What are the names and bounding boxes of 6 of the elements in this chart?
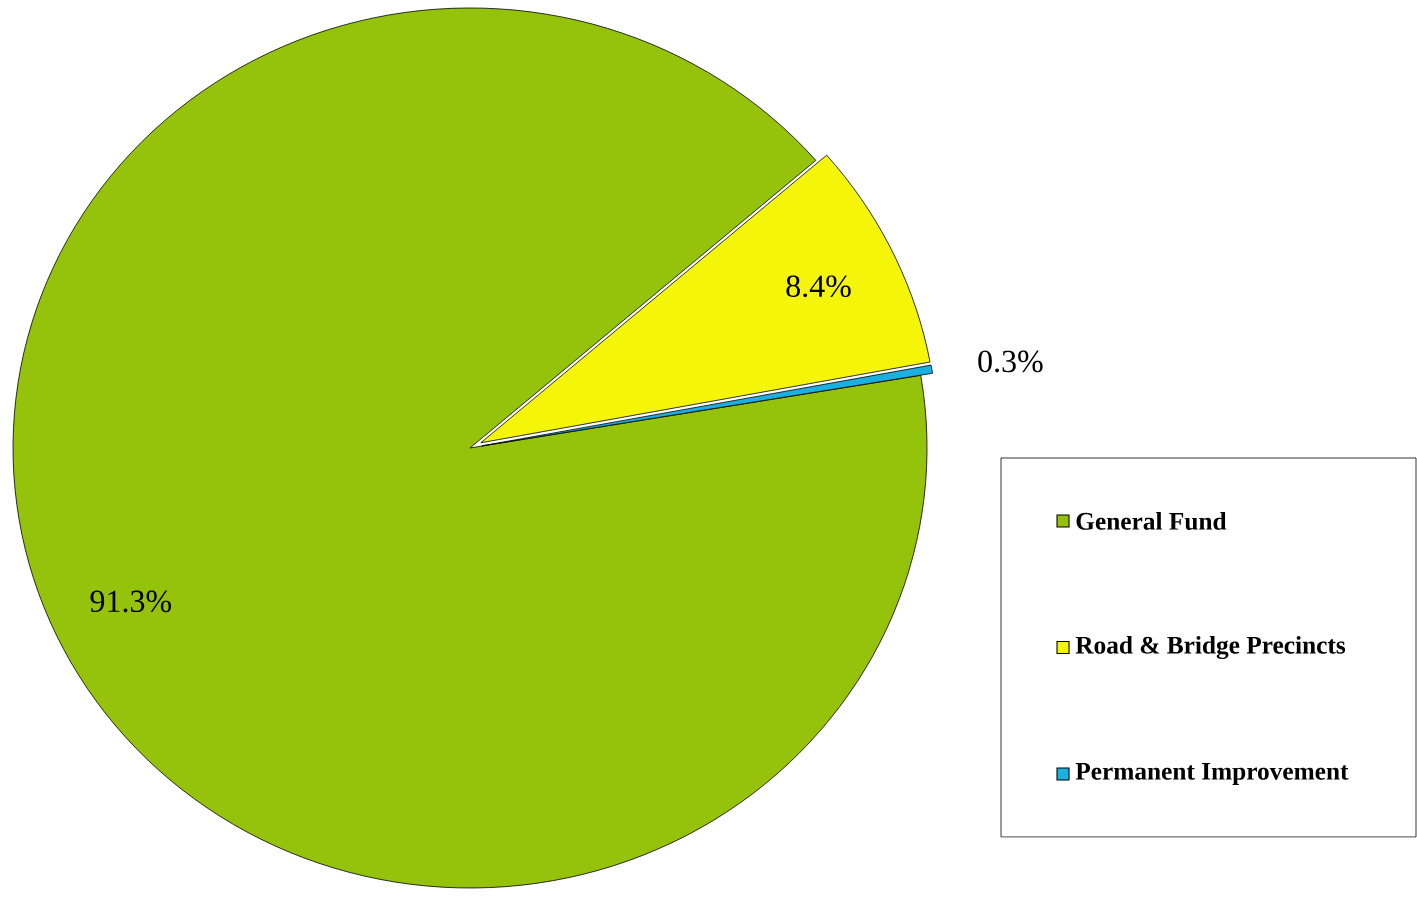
data-label: 0.3% <box>978 350 1043 373</box>
legend-label: General Fund <box>1076 512 1227 530</box>
data-label: 91.3% <box>90 590 172 613</box>
data-label: 8.4% <box>786 275 851 298</box>
legend-label: Road & Bridge Precincts <box>1075 635 1346 660</box>
legend-label: Permanent Improvement <box>1075 763 1349 785</box>
